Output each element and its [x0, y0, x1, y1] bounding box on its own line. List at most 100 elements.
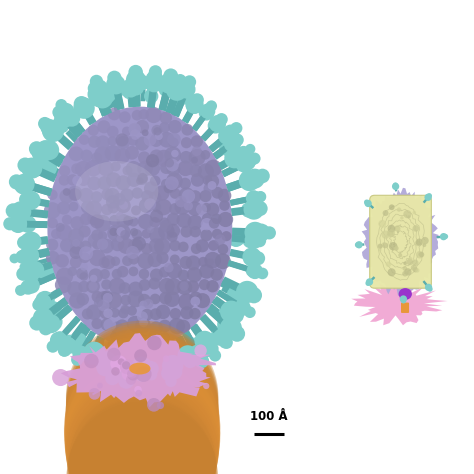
Ellipse shape [425, 284, 432, 291]
Circle shape [138, 214, 153, 229]
Circle shape [66, 329, 219, 474]
Circle shape [96, 291, 112, 308]
Ellipse shape [180, 82, 193, 96]
Circle shape [412, 260, 419, 266]
Circle shape [402, 266, 407, 271]
Circle shape [203, 383, 210, 389]
Circle shape [175, 196, 187, 207]
FancyBboxPatch shape [401, 302, 409, 313]
Circle shape [149, 227, 165, 243]
Circle shape [208, 240, 219, 251]
Ellipse shape [428, 286, 433, 292]
Polygon shape [228, 260, 248, 272]
Polygon shape [182, 331, 195, 345]
Ellipse shape [213, 116, 225, 128]
Circle shape [198, 164, 214, 180]
Polygon shape [46, 152, 63, 167]
Circle shape [117, 266, 128, 277]
Circle shape [149, 321, 163, 335]
Circle shape [415, 240, 421, 246]
Circle shape [402, 271, 408, 276]
Polygon shape [69, 115, 85, 134]
Ellipse shape [182, 351, 193, 363]
Ellipse shape [443, 234, 448, 239]
Ellipse shape [32, 144, 41, 154]
Circle shape [136, 120, 149, 133]
Ellipse shape [88, 85, 107, 104]
Ellipse shape [73, 353, 83, 364]
Ellipse shape [35, 291, 55, 310]
Polygon shape [104, 342, 115, 362]
Polygon shape [159, 94, 170, 111]
Circle shape [128, 123, 140, 135]
Ellipse shape [54, 107, 67, 120]
Circle shape [69, 246, 82, 259]
Ellipse shape [228, 296, 242, 310]
Ellipse shape [107, 83, 116, 92]
Ellipse shape [143, 365, 159, 382]
Ellipse shape [223, 136, 239, 153]
Ellipse shape [190, 366, 201, 377]
Polygon shape [200, 314, 218, 333]
Polygon shape [402, 292, 404, 297]
Circle shape [116, 133, 128, 146]
Polygon shape [104, 342, 117, 358]
Circle shape [387, 229, 395, 237]
Circle shape [135, 137, 149, 151]
Ellipse shape [58, 103, 74, 119]
Ellipse shape [158, 79, 177, 98]
Ellipse shape [9, 254, 19, 264]
Ellipse shape [10, 175, 25, 190]
Ellipse shape [76, 100, 92, 116]
Ellipse shape [168, 366, 182, 381]
Ellipse shape [229, 284, 244, 299]
Circle shape [72, 239, 80, 247]
Circle shape [147, 252, 163, 267]
Circle shape [64, 357, 220, 474]
Circle shape [110, 355, 127, 372]
Circle shape [66, 336, 218, 474]
Polygon shape [147, 87, 157, 108]
Polygon shape [217, 290, 231, 302]
Ellipse shape [21, 191, 41, 210]
Circle shape [81, 150, 92, 162]
Ellipse shape [38, 140, 53, 155]
Ellipse shape [424, 194, 432, 201]
Ellipse shape [211, 326, 230, 346]
Ellipse shape [246, 191, 262, 205]
Circle shape [69, 292, 85, 309]
Circle shape [108, 108, 120, 120]
Polygon shape [55, 304, 73, 321]
Ellipse shape [163, 75, 176, 89]
Circle shape [179, 256, 192, 269]
Ellipse shape [83, 342, 105, 364]
Ellipse shape [235, 155, 253, 173]
Circle shape [65, 369, 219, 474]
Circle shape [79, 135, 89, 145]
Circle shape [144, 299, 154, 309]
Circle shape [120, 295, 131, 305]
Polygon shape [39, 262, 53, 272]
Ellipse shape [109, 361, 121, 372]
Circle shape [122, 127, 132, 136]
Polygon shape [31, 183, 53, 196]
Polygon shape [83, 110, 97, 126]
Circle shape [67, 281, 82, 297]
Polygon shape [165, 95, 179, 114]
Ellipse shape [125, 79, 136, 91]
Polygon shape [200, 314, 218, 333]
Ellipse shape [191, 93, 204, 107]
Polygon shape [212, 296, 228, 311]
Circle shape [149, 134, 163, 147]
Ellipse shape [132, 351, 150, 368]
Ellipse shape [42, 120, 64, 142]
Circle shape [91, 152, 102, 164]
Ellipse shape [236, 281, 258, 303]
Polygon shape [231, 206, 248, 216]
Circle shape [138, 151, 150, 164]
Circle shape [215, 234, 226, 245]
Circle shape [80, 263, 88, 271]
Polygon shape [209, 136, 227, 152]
Polygon shape [52, 150, 65, 163]
Ellipse shape [73, 97, 95, 119]
